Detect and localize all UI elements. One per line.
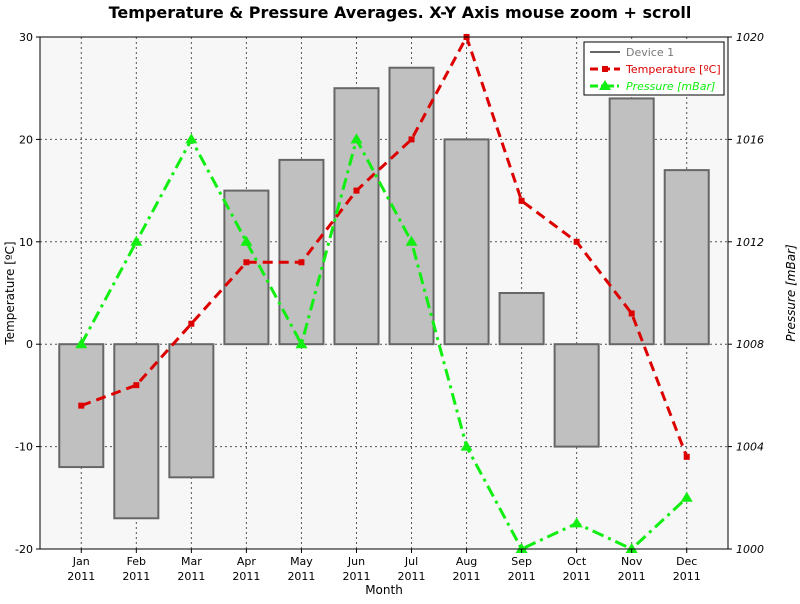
x-tick-label-year: 2011 — [563, 570, 591, 583]
plot-border — [39, 36, 729, 550]
y-axis-right-label: Pressure [mBar] — [784, 244, 798, 342]
pressure-point — [350, 133, 363, 144]
bar — [168, 343, 215, 479]
temperature-point — [298, 259, 305, 266]
y-left-tick-label: 0 — [26, 338, 33, 351]
legend-marker-temperature — [602, 66, 608, 72]
legend-label-temperature: Temperature [ºC] — [625, 63, 721, 76]
bar — [608, 97, 655, 346]
legend-label-device-1: Device 1 — [626, 46, 674, 59]
y-right-tick-label: 1012 — [736, 236, 764, 249]
temperature-point — [628, 310, 635, 317]
pressure-point — [295, 338, 308, 349]
y-left-tick-label: 30 — [19, 31, 33, 44]
pressure-point — [130, 235, 143, 246]
pressure-point — [405, 235, 418, 246]
y-axis-left-label: Temperature [ºC] — [3, 241, 17, 345]
temperature-point — [683, 453, 690, 460]
y-right-tick-label: 1000 — [736, 543, 764, 556]
pressure-point — [75, 338, 88, 349]
bar — [553, 343, 600, 448]
pressure-line — [79, 135, 688, 551]
pressure-point — [515, 543, 528, 553]
axes: -20-100102030100010041008101210161020Jan… — [15, 31, 764, 583]
x-tick-label-month: Apr — [237, 555, 257, 568]
bar — [663, 169, 710, 346]
legend: Device 1 Temperature [ºC] Pressure [mBar] — [583, 41, 725, 96]
x-tick-label-month: Sep — [511, 555, 532, 568]
temperature-point — [188, 320, 195, 327]
x-tick-label-year: 2011 — [342, 570, 370, 583]
temperature-point — [353, 187, 360, 194]
x-tick-label-year: 2011 — [673, 570, 701, 583]
x-tick-label-year: 2011 — [122, 570, 150, 583]
pressure-point — [185, 133, 198, 144]
pressure-point — [680, 491, 693, 502]
temperature-point — [243, 259, 250, 266]
x-tick-label-month: Mar — [181, 555, 202, 568]
y-right-tick-label: 1020 — [736, 31, 764, 44]
pressure-point — [625, 543, 638, 553]
x-tick-label-month: Oct — [567, 555, 587, 568]
x-axis-label: Month — [365, 583, 403, 597]
pressure-point — [570, 517, 583, 528]
y-left-tick-label: 10 — [19, 236, 33, 249]
temperature-point — [78, 402, 85, 409]
temperature-line — [80, 33, 689, 458]
temperature-point — [518, 197, 525, 204]
x-tick-label-month: May — [290, 555, 313, 568]
y-left-tick-label: 20 — [19, 133, 33, 146]
x-tick-label-year: 2011 — [67, 570, 95, 583]
x-tick-label-month: Nov — [621, 555, 643, 568]
x-tick-label-month: Jul — [404, 555, 418, 568]
x-tick-label-year: 2011 — [398, 570, 426, 583]
x-tick-label-month: Aug — [456, 555, 477, 568]
x-tick-label-year: 2011 — [177, 570, 205, 583]
x-tick-label-year: 2011 — [232, 570, 260, 583]
x-tick-label-month: Jan — [72, 555, 90, 568]
x-tick-label-month: Dec — [676, 555, 697, 568]
y-left-tick-label: -20 — [15, 543, 33, 556]
y-right-tick-label: 1008 — [736, 338, 764, 351]
temperature-point — [133, 382, 140, 389]
chart-title: Temperature & Pressure Averages. X-Y Axi… — [109, 3, 692, 22]
y-right-tick-label: 1004 — [736, 441, 764, 454]
y-right-tick-label: 1016 — [736, 133, 764, 146]
bar — [113, 343, 160, 520]
pressure-point — [240, 235, 253, 246]
bar — [333, 87, 380, 346]
bar — [443, 138, 490, 346]
temperature-point — [408, 136, 415, 143]
x-tick-label-year: 2011 — [453, 570, 481, 583]
legend-marker-pressure — [599, 80, 611, 90]
x-tick-label-year: 2011 — [618, 570, 646, 583]
bar — [498, 292, 545, 346]
temperature-point — [573, 238, 580, 245]
pressure-point — [460, 440, 473, 451]
x-tick-label-year: 2011 — [287, 570, 315, 583]
legend-label-pressure: Pressure [mBar] — [626, 80, 715, 93]
x-tick-label-month: Jun — [347, 555, 365, 568]
x-tick-label-month: Feb — [127, 555, 146, 568]
y-left-tick-label: -10 — [15, 441, 33, 454]
x-tick-label-year: 2011 — [508, 570, 536, 583]
